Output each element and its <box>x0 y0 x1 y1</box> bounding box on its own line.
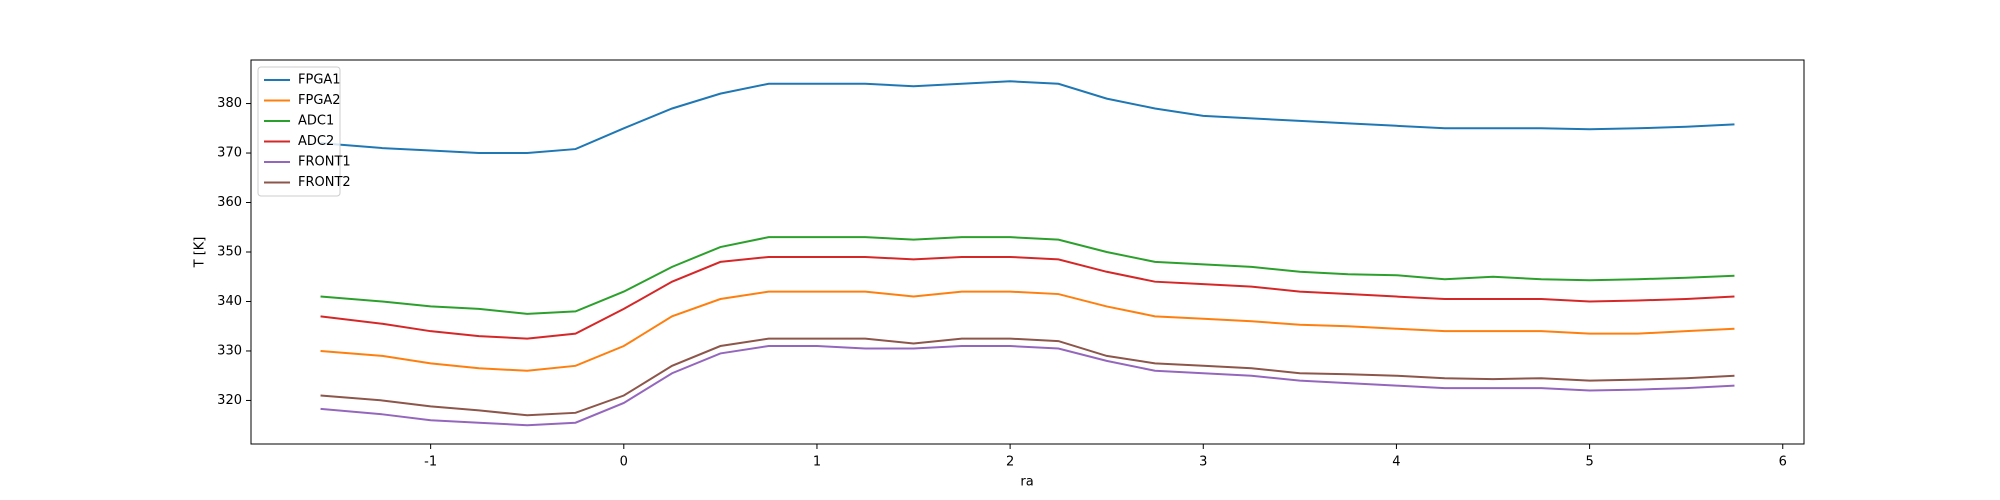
y-axis-label: T [K] <box>193 237 208 269</box>
legend-label: FRONT2 <box>298 175 351 190</box>
y-tick-label: 370 <box>217 146 242 161</box>
x-tick-label: 3 <box>1199 455 1207 470</box>
series-line <box>320 236 1735 315</box>
x-tick-label: 1 <box>813 455 821 470</box>
series-line <box>320 255 1735 340</box>
y-tick-label: 330 <box>217 343 242 358</box>
x-tick-label: -1 <box>424 455 437 470</box>
y-tick-label: 350 <box>217 245 242 260</box>
legend-box <box>257 66 341 197</box>
plot-frame <box>250 59 1805 445</box>
series-line <box>320 290 1735 372</box>
legend-label: FPGA1 <box>298 73 341 88</box>
x-axis-label: ra <box>1020 475 1033 490</box>
legend-label: FRONT1 <box>298 155 351 170</box>
x-tick-label: 5 <box>1585 455 1593 470</box>
y-tick-label: 360 <box>217 195 242 210</box>
series-line <box>320 345 1735 427</box>
legend-label: ADC2 <box>298 134 334 149</box>
x-tick-label: 0 <box>620 455 628 470</box>
y-tick-label: 340 <box>217 294 242 309</box>
legend-label: ADC1 <box>298 114 334 129</box>
y-tick-label: 380 <box>217 96 242 111</box>
series-line <box>320 337 1735 417</box>
series-line <box>320 80 1735 155</box>
x-tick-label: 4 <box>1392 455 1400 470</box>
legend-label: FPGA2 <box>298 93 341 108</box>
x-tick-label: 2 <box>1006 455 1014 470</box>
x-tick-label: 6 <box>1779 455 1787 470</box>
y-tick-label: 320 <box>217 393 242 408</box>
